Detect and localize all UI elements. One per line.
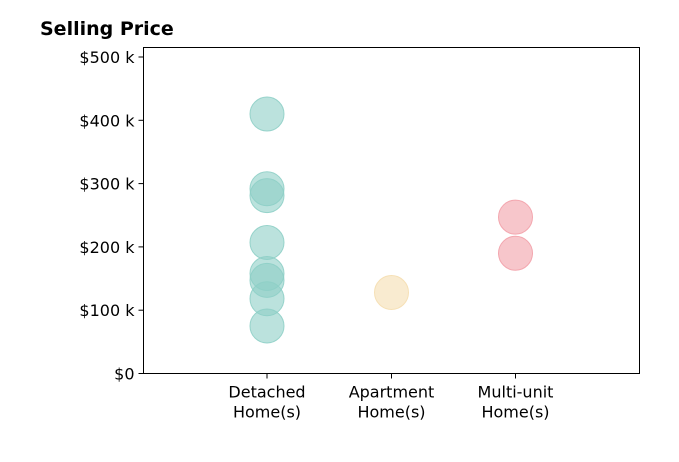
data-point [498, 199, 533, 235]
y-tick-label: $500 k [79, 48, 135, 67]
y-tick-label: $100 k [79, 301, 135, 320]
data-point [249, 308, 285, 344]
data-point [249, 225, 285, 260]
data-point [374, 275, 409, 310]
y-tick-label: $300 k [79, 175, 135, 194]
chart-marks [249, 96, 533, 344]
y-tick-label: $0 [114, 365, 134, 384]
x-axis: Detached Home(s) Apartment Home(s) Multi-uni… [228, 373, 554, 422]
x-tick-label: Multi-unit Home(s) [478, 383, 554, 422]
data-point [249, 178, 285, 214]
plot-frame [143, 47, 640, 374]
data-point [249, 96, 285, 132]
data-point [498, 235, 533, 271]
y-tick-label: $200 k [79, 238, 135, 257]
chart-title: Selling Price [40, 18, 174, 40]
x-tick-label: Detached Home(s) [228, 383, 305, 422]
y-tick-label: $400 k [79, 111, 135, 130]
x-tick-label: Apartment Home(s) [349, 383, 435, 422]
y-axis: $0 $100 k $200 k $300 k $400 k $500 k [79, 48, 144, 384]
